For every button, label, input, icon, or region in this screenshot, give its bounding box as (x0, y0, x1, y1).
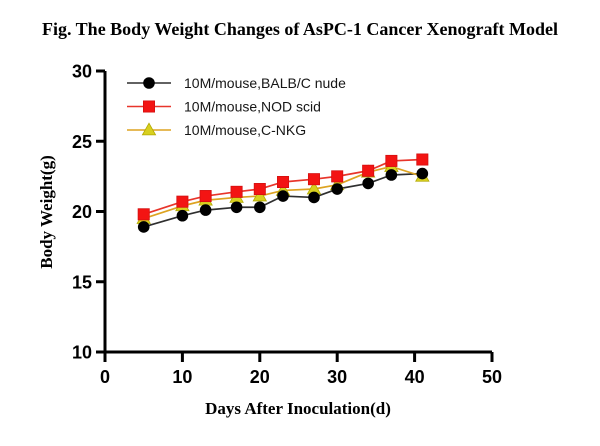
series-markers-1 (137, 153, 429, 221)
series-markers-0 (137, 167, 429, 233)
y-axis-tick-label: 20 (72, 202, 92, 222)
square-marker (416, 153, 429, 166)
square-marker (331, 170, 344, 183)
y-axis-tick-label: 30 (72, 62, 92, 82)
x-axis-tick-label: 20 (250, 367, 270, 387)
square-marker (277, 175, 290, 188)
square-marker (230, 185, 243, 198)
square-marker (199, 190, 212, 203)
x-axis-tick-label: 30 (327, 367, 347, 387)
x-axis-tick-label: 0 (100, 367, 110, 387)
chart-generated: 10 15 20 25 30 0 10 20 30 40 50 10M/mouse,BALB/C nu… (72, 62, 502, 388)
triangle-marker (141, 122, 157, 136)
circle-marker (199, 204, 212, 216)
circle-marker (308, 191, 320, 204)
x-axis-tick-label: 40 (405, 367, 425, 387)
legend-item-label: 10M/mouse,BALB/C nude (184, 75, 346, 91)
square-marker (142, 100, 155, 113)
x-axis-title: Days After Inoculation(d) (205, 399, 391, 418)
circle-marker (362, 177, 374, 190)
y-axis-title: Body Weight(g) (37, 155, 56, 269)
circle-marker (277, 190, 289, 202)
square-marker (362, 164, 375, 177)
legend-item-label: 10M/mouse,NOD scid (184, 99, 321, 115)
square-marker (137, 208, 150, 221)
y-axis-tick-label: 25 (72, 132, 92, 152)
legend-item-label: 10M/mouse,C-NKG (184, 122, 306, 138)
y-axis-tick-label: 10 (72, 343, 92, 363)
circle-marker (143, 77, 155, 89)
x-axis-tick-label: 50 (482, 367, 502, 387)
square-marker (307, 173, 320, 186)
figure-title: Fig. The Body Weight Changes of AsPC-1 C… (42, 19, 558, 39)
circle-marker (331, 183, 344, 195)
circle-marker (176, 209, 189, 222)
square-marker (253, 183, 266, 196)
triangle-marker (252, 188, 268, 202)
legend: 10M/mouse,BALB/C nude 10M/mouse,NOD scid 1… (127, 75, 346, 138)
circle-marker (137, 221, 150, 233)
circle-marker (230, 201, 243, 214)
circle-marker (416, 167, 429, 180)
circle-marker (253, 201, 266, 214)
y-axis-tick-label: 15 (72, 272, 92, 292)
x-axis-tick-label: 10 (172, 367, 192, 387)
circle-marker (385, 169, 398, 181)
square-marker (385, 154, 398, 167)
square-marker (176, 195, 189, 208)
